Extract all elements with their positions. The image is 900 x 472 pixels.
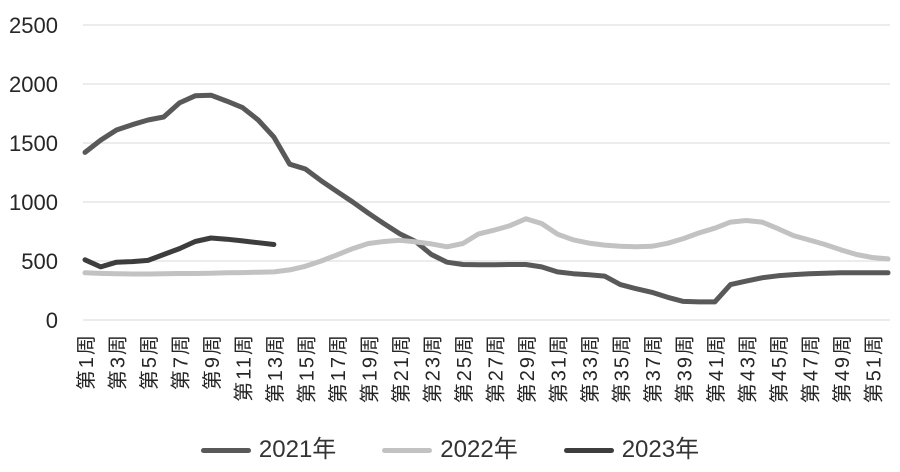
x-axis-tick-label: 第51周 [862, 333, 885, 403]
x-axis-tick-label: 第31周 [547, 333, 570, 403]
x-axis-tick-label: 第17周 [327, 333, 350, 403]
legend-swatch-2023 [563, 447, 614, 453]
x-axis-tick-label: 第41周 [705, 333, 728, 403]
x-axis-tick-label: 第19周 [358, 333, 381, 403]
x-axis-tick-label: 第23周 [421, 333, 444, 403]
y-axis-tick-label: 2500 [9, 13, 58, 38]
x-axis-tick-label: 第5周 [138, 333, 161, 390]
x-axis-tick-label: 第7周 [169, 333, 192, 390]
series-line-2022 [82, 216, 891, 277]
y-axis-tick-label: 1500 [9, 131, 58, 156]
series-line-2021 [82, 92, 891, 305]
legend-label-2023: 2023年 [621, 436, 700, 463]
legend-swatch-2021 [200, 447, 251, 453]
legend-item-2023: 2023年 [563, 436, 700, 463]
x-axis-tick-label: 第25周 [453, 333, 476, 403]
x-axis-tick-label: 第9周 [201, 333, 224, 390]
x-axis-tick-label: 第45周 [768, 333, 791, 403]
legend: 2021年 2022年 2023年 [0, 431, 900, 469]
series-line-2023 [82, 235, 277, 270]
x-axis-tick-label: 第49周 [831, 333, 854, 403]
legend-label-2021: 2021年 [258, 436, 337, 463]
x-axis-tick-label: 第35周 [610, 333, 633, 403]
y-axis-tick-label: 500 [21, 249, 58, 274]
legend-item-2021: 2021年 [200, 436, 337, 463]
plot-area: 05001000150020002500第1周 第3周 第5周 第7周 第9周 第11周第… [9, 13, 891, 403]
legend-swatch-2022 [382, 447, 433, 453]
x-axis-tick-label: 第3周 [106, 333, 129, 390]
legend-label-2022: 2022年 [440, 436, 518, 463]
x-axis-tick-label: 第13周 [264, 333, 287, 403]
x-axis-tick-label: 第37周 [642, 333, 665, 403]
x-axis-tick-label: 第39周 [673, 333, 696, 403]
x-axis-tick-label: 第21周 [390, 333, 413, 403]
x-axis-tick-label: 第1周 [75, 333, 98, 390]
y-axis-tick-label: 0 [46, 308, 58, 333]
x-axis-tick-label: 第47周 [799, 333, 822, 403]
x-axis-tick-label: 第33周 [579, 333, 602, 403]
legend-item-2022: 2022年 [382, 436, 518, 463]
x-axis-tick-label: 第15周 [295, 333, 318, 403]
x-axis-tick-label: 第11周 [232, 333, 255, 402]
y-axis-tick-label: 2000 [9, 72, 58, 97]
x-axis-tick-label: 第43周 [736, 333, 759, 403]
x-axis-tick-label: 第27周 [484, 333, 507, 403]
y-axis-tick-label: 1000 [9, 190, 58, 215]
x-axis-tick-label: 第29周 [516, 333, 539, 403]
